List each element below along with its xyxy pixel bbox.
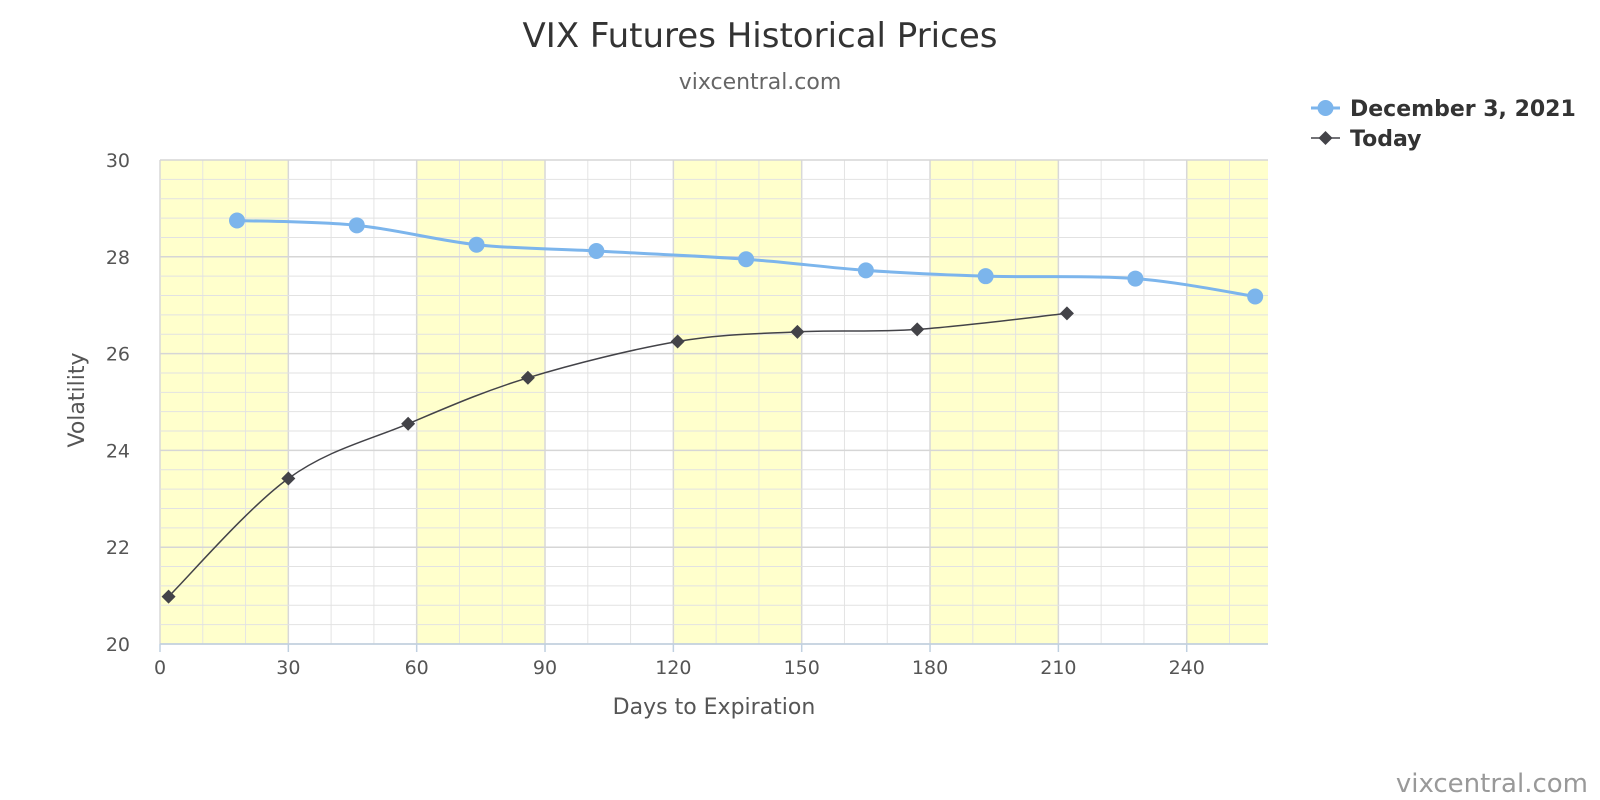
data-point bbox=[161, 589, 176, 604]
y-tick-label: 28 bbox=[106, 247, 130, 269]
y-tick-label: 30 bbox=[106, 150, 130, 172]
x-tick-label: 210 bbox=[1040, 657, 1076, 679]
x-tick-label: 180 bbox=[912, 657, 948, 679]
data-point bbox=[790, 324, 805, 339]
x-tick-label: 240 bbox=[1169, 657, 1205, 679]
y-tick-label: 26 bbox=[106, 344, 130, 366]
chart-title: VIX Futures Historical Prices bbox=[523, 16, 998, 56]
plot-band bbox=[930, 160, 1059, 644]
legend-item[interactable]: December 3, 2021 bbox=[1311, 97, 1576, 122]
series-0 bbox=[229, 212, 1264, 305]
legend-label: Today bbox=[1350, 127, 1421, 152]
x-tick-label: 120 bbox=[655, 657, 691, 679]
y-tick-label: 20 bbox=[106, 634, 130, 656]
data-point bbox=[1247, 288, 1264, 305]
y-tick-label: 22 bbox=[106, 537, 130, 559]
legend: December 3, 2021 Today bbox=[1311, 97, 1576, 152]
legend-marker bbox=[1317, 100, 1334, 116]
data-point bbox=[910, 322, 925, 337]
plot-band bbox=[160, 160, 289, 644]
data-point bbox=[977, 268, 994, 285]
axes: 0 30 60 90 120 150 180 210 240 20 22 24 26 28 30 bbox=[106, 150, 1268, 679]
data-point bbox=[738, 251, 755, 268]
credit-text[interactable]: vixcentral.com bbox=[1396, 769, 1588, 799]
chart-subtitle: vixcentral.com bbox=[679, 70, 842, 95]
data-point bbox=[229, 212, 246, 229]
data-point bbox=[1059, 306, 1074, 321]
legend-label: December 3, 2021 bbox=[1350, 97, 1576, 122]
data-point bbox=[857, 262, 874, 279]
data-point bbox=[588, 242, 605, 259]
data-point bbox=[1127, 270, 1144, 287]
x-tick-label: 60 bbox=[405, 657, 429, 679]
series-layer bbox=[161, 212, 1264, 604]
y-tick-label: 24 bbox=[106, 440, 130, 462]
plot-bands bbox=[160, 160, 1268, 644]
x-tick-label: 0 bbox=[154, 657, 166, 679]
x-tick-label: 90 bbox=[533, 657, 557, 679]
plot-band bbox=[1186, 160, 1268, 644]
plot-band bbox=[673, 160, 802, 644]
grid-lines bbox=[159, 159, 1268, 645]
x-axis-title: Days to Expiration bbox=[613, 695, 816, 720]
data-point bbox=[281, 471, 296, 486]
legend-item[interactable]: Today bbox=[1311, 127, 1421, 152]
x-tick-label: 30 bbox=[276, 657, 300, 679]
legend-marker bbox=[1318, 131, 1333, 145]
data-point bbox=[348, 217, 365, 234]
data-point bbox=[520, 370, 535, 385]
data-point bbox=[670, 334, 685, 349]
data-point bbox=[401, 416, 416, 431]
series-1 bbox=[161, 306, 1074, 604]
y-axis-title: Volatility bbox=[65, 352, 90, 447]
x-tick-label: 150 bbox=[784, 657, 820, 679]
plot-band bbox=[416, 160, 546, 644]
data-point bbox=[468, 236, 485, 253]
